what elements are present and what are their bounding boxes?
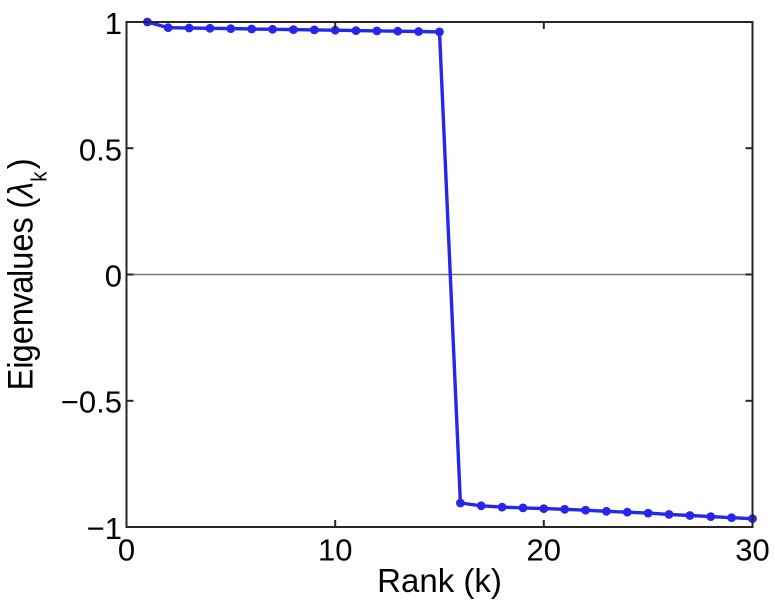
svg-text:1: 1	[105, 6, 122, 41]
svg-text:0: 0	[105, 259, 122, 294]
svg-text:0: 0	[118, 533, 135, 568]
svg-text:−1: −1	[87, 511, 122, 546]
svg-text:30: 30	[735, 533, 769, 568]
svg-text:20: 20	[527, 533, 561, 568]
svg-text:−0.5: −0.5	[61, 385, 122, 420]
svg-text:0.5: 0.5	[79, 132, 122, 167]
svg-text:Rank (k): Rank (k)	[377, 562, 502, 599]
svg-text:10: 10	[318, 533, 352, 568]
